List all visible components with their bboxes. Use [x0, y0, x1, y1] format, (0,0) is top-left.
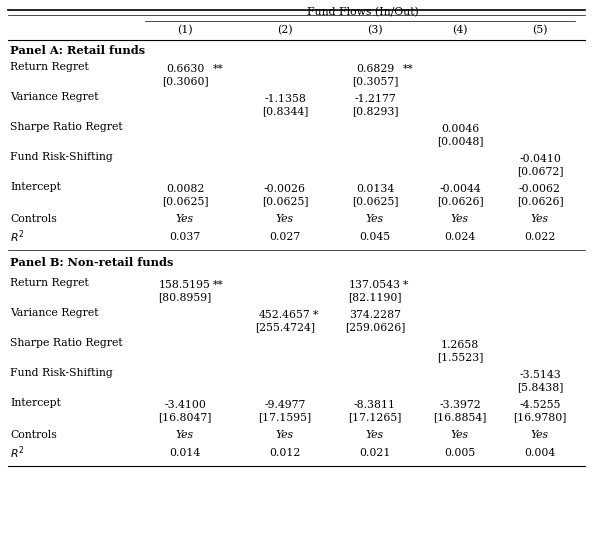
Text: Yes: Yes — [276, 430, 294, 440]
Text: 374.2287: 374.2287 — [349, 310, 401, 320]
Text: -4.5255: -4.5255 — [519, 400, 561, 410]
Text: -3.4100: -3.4100 — [164, 400, 206, 410]
Text: -3.3972: -3.3972 — [439, 400, 481, 410]
Text: Return Regret: Return Regret — [10, 63, 89, 72]
Text: 0.6630: 0.6630 — [166, 64, 204, 74]
Text: [82.1190]: [82.1190] — [348, 292, 401, 302]
Text: $R^2$: $R^2$ — [10, 445, 24, 461]
Text: Yes: Yes — [366, 214, 384, 224]
Text: [16.9780]: [16.9780] — [514, 412, 567, 422]
Text: 158.5195: 158.5195 — [159, 280, 211, 290]
Text: (3): (3) — [367, 25, 383, 35]
Text: Intercept: Intercept — [10, 399, 61, 408]
Text: [16.8854]: [16.8854] — [433, 412, 487, 422]
Text: -0.0044: -0.0044 — [439, 184, 481, 194]
Text: [17.1265]: [17.1265] — [348, 412, 401, 422]
Text: [0.0625]: [0.0625] — [352, 196, 398, 206]
Text: [0.0626]: [0.0626] — [517, 196, 563, 206]
Text: -1.2177: -1.2177 — [354, 94, 396, 104]
Text: 0.0046: 0.0046 — [441, 124, 479, 134]
Text: -1.1358: -1.1358 — [264, 94, 306, 104]
Text: 0.014: 0.014 — [170, 448, 200, 458]
Text: [0.3060]: [0.3060] — [162, 76, 208, 86]
Text: Sharpe Ratio Regret: Sharpe Ratio Regret — [10, 339, 123, 348]
Text: [0.0672]: [0.0672] — [517, 166, 563, 176]
Text: 0.012: 0.012 — [269, 448, 301, 458]
Text: 0.0082: 0.0082 — [166, 184, 204, 194]
Text: 452.4657: 452.4657 — [259, 310, 311, 320]
Text: 0.027: 0.027 — [269, 232, 301, 242]
Text: -8.3811: -8.3811 — [354, 400, 396, 410]
Text: Yes: Yes — [531, 430, 549, 440]
Text: (5): (5) — [533, 25, 548, 35]
Text: -0.0026: -0.0026 — [264, 184, 306, 194]
Text: [0.8344]: [0.8344] — [262, 106, 308, 116]
Text: (1): (1) — [177, 25, 193, 35]
Text: 0.6829: 0.6829 — [356, 64, 394, 74]
Text: Sharpe Ratio Regret: Sharpe Ratio Regret — [10, 122, 123, 133]
Text: -0.0410: -0.0410 — [519, 154, 561, 164]
Text: Yes: Yes — [276, 214, 294, 224]
Text: 0.024: 0.024 — [444, 232, 476, 242]
Text: 0.022: 0.022 — [524, 232, 556, 242]
Text: Fund Risk-Shifting: Fund Risk-Shifting — [10, 368, 113, 379]
Text: 0.037: 0.037 — [170, 232, 200, 242]
Text: *: * — [313, 310, 318, 320]
Text: [16.8047]: [16.8047] — [158, 412, 212, 422]
Text: Yes: Yes — [176, 214, 194, 224]
Text: 0.0134: 0.0134 — [356, 184, 394, 194]
Text: Fund Risk-Shifting: Fund Risk-Shifting — [10, 153, 113, 162]
Text: [80.8959]: [80.8959] — [158, 292, 212, 302]
Text: 0.045: 0.045 — [359, 232, 391, 242]
Text: -0.0062: -0.0062 — [519, 184, 561, 194]
Text: [17.1595]: [17.1595] — [259, 412, 311, 422]
Text: Variance Regret: Variance Regret — [10, 308, 98, 319]
Text: Controls: Controls — [10, 214, 57, 224]
Text: -9.4977: -9.4977 — [264, 400, 305, 410]
Text: [0.3057]: [0.3057] — [352, 76, 398, 86]
Text: $R^2$: $R^2$ — [10, 229, 24, 245]
Text: 0.005: 0.005 — [444, 448, 476, 458]
Text: Controls: Controls — [10, 430, 57, 440]
Text: Yes: Yes — [366, 430, 384, 440]
Text: [5.8438]: [5.8438] — [517, 382, 563, 392]
Text: [259.0626]: [259.0626] — [345, 322, 405, 332]
Text: Variance Regret: Variance Regret — [10, 93, 98, 102]
Text: -3.5143: -3.5143 — [519, 370, 561, 380]
Text: **: ** — [213, 64, 224, 74]
Text: [1.5523]: [1.5523] — [437, 352, 483, 362]
Text: 0.004: 0.004 — [524, 448, 556, 458]
Text: Fund Flows (In/Out): Fund Flows (In/Out) — [307, 7, 419, 17]
Text: Intercept: Intercept — [10, 182, 61, 193]
Text: Panel B: Non-retail funds: Panel B: Non-retail funds — [10, 258, 173, 268]
Text: (4): (4) — [452, 25, 468, 35]
Text: Yes: Yes — [451, 214, 469, 224]
Text: Yes: Yes — [531, 214, 549, 224]
Text: [255.4724]: [255.4724] — [255, 322, 315, 332]
Text: Yes: Yes — [176, 430, 194, 440]
Text: Return Regret: Return Regret — [10, 279, 89, 288]
Text: 1.2658: 1.2658 — [441, 340, 479, 350]
Text: 0.021: 0.021 — [359, 448, 391, 458]
Text: [0.0625]: [0.0625] — [162, 196, 208, 206]
Text: **: ** — [213, 280, 224, 290]
Text: *: * — [403, 280, 409, 290]
Text: **: ** — [403, 64, 414, 74]
Text: [0.0048]: [0.0048] — [437, 136, 483, 146]
Text: [0.0625]: [0.0625] — [262, 196, 308, 206]
Text: Yes: Yes — [451, 430, 469, 440]
Text: (2): (2) — [277, 25, 293, 35]
Text: [0.0626]: [0.0626] — [436, 196, 483, 206]
Text: 137.0543: 137.0543 — [349, 280, 401, 290]
Text: Panel A: Retail funds: Panel A: Retail funds — [10, 44, 145, 56]
Text: [0.8293]: [0.8293] — [352, 106, 398, 116]
